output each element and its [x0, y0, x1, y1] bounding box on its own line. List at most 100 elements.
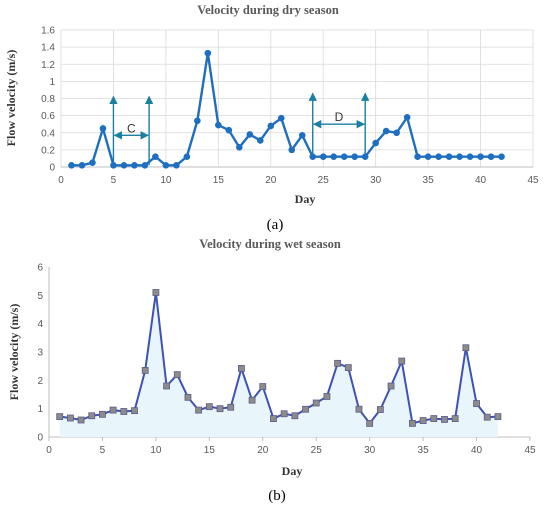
series-area: [59, 292, 498, 437]
chart-a-axes: 0 0.2 0.4 0.6 0.8 1 1.2 1.4 1.6 0 5 10 15 20 25 30 35 40 4…: [41, 26, 539, 187]
data-point: [184, 393, 192, 401]
data-point: [344, 364, 352, 371]
data-point: [56, 413, 64, 421]
data-point: [225, 126, 233, 134]
data-point: [236, 144, 243, 151]
data-point: [487, 153, 495, 161]
y-tick-label: 1.6: [41, 26, 55, 37]
data-point: [120, 161, 128, 169]
chart-a-xlabel: Day: [295, 192, 316, 206]
data-point: [204, 49, 212, 57]
annotation-label: C: [127, 121, 136, 135]
data-point: [89, 159, 96, 167]
chart-a-annotations: CD: [109, 92, 370, 166]
x-tick-label: 20: [265, 175, 277, 186]
x-tick-label: 10: [160, 175, 172, 186]
data-point: [110, 161, 117, 169]
data-point: [361, 153, 369, 161]
x-tick-label: 15: [213, 175, 225, 186]
x-tick-label: 45: [524, 445, 536, 456]
data-point: [351, 153, 358, 161]
data-point: [99, 410, 106, 418]
data-point: [393, 129, 400, 137]
data-point: [131, 407, 138, 415]
data-point: [445, 153, 453, 161]
y-tick-label: 0.8: [41, 94, 55, 105]
data-point: [152, 153, 159, 161]
chart-b-title: Velocity during wet season: [199, 237, 341, 251]
data-point: [237, 365, 245, 372]
data-point: [256, 137, 264, 144]
x-tick-label: 35: [418, 445, 430, 456]
data-point: [120, 408, 128, 415]
data-point: [152, 289, 160, 296]
x-tick-label: 35: [423, 175, 435, 186]
chart-b-series: [56, 289, 502, 437]
y-tick-label: 0.2: [41, 145, 55, 156]
data-point: [312, 399, 320, 407]
data-point: [494, 413, 502, 421]
data-point: [195, 406, 203, 414]
data-point: [309, 153, 317, 161]
data-point: [387, 382, 395, 390]
y-tick-label: 6: [37, 263, 43, 274]
data-point: [227, 403, 235, 411]
data-point: [466, 153, 474, 161]
data-point: [323, 393, 331, 400]
data-point: [77, 416, 85, 424]
data-point: [173, 161, 180, 169]
x-tick-label: 30: [370, 175, 382, 186]
y-tick-label: 0.4: [41, 128, 55, 139]
data-point: [456, 153, 463, 161]
chart-a-title: Velocity during dry season: [197, 3, 339, 17]
data-point: [141, 367, 149, 374]
x-tick-label: 5: [100, 445, 106, 456]
x-tick-label: 40: [475, 175, 487, 186]
data-point: [441, 416, 448, 423]
x-tick-label: 5: [111, 175, 117, 186]
data-point: [270, 415, 277, 422]
data-point: [259, 383, 267, 390]
data-point: [277, 114, 285, 122]
y-tick-label: 2: [37, 376, 43, 387]
chart-a-grid: [60, 29, 534, 168]
data-point: [414, 153, 421, 161]
x-tick-label: 40: [471, 445, 483, 456]
data-point: [141, 161, 149, 169]
data-point: [205, 403, 213, 411]
data-point: [215, 121, 222, 129]
y-tick-label: 1.2: [41, 60, 55, 71]
annotation-label: D: [335, 110, 344, 124]
x-tick-label: 45: [527, 175, 539, 186]
data-point: [473, 400, 480, 407]
data-point: [298, 132, 306, 139]
y-tick-label: 1.4: [41, 43, 55, 54]
data-point: [248, 396, 256, 404]
data-point: [131, 161, 138, 169]
chart-b-xlabel: Day: [282, 464, 303, 478]
data-point: [162, 161, 170, 169]
data-point: [163, 382, 170, 390]
data-point: [109, 406, 117, 414]
data-point: [173, 371, 181, 379]
data-point: [246, 131, 254, 138]
chart-a-ylabel: Flow velocity (m/s): [4, 50, 18, 147]
data-point: [409, 419, 416, 427]
data-point: [340, 153, 348, 161]
x-tick-label: 10: [150, 445, 162, 456]
data-point: [477, 153, 484, 161]
data-point: [302, 405, 309, 413]
data-point: [291, 412, 299, 420]
data-point: [366, 419, 374, 427]
data-point: [462, 344, 470, 352]
data-point: [334, 359, 342, 367]
data-point: [372, 139, 379, 147]
series-line: [71, 52, 502, 167]
y-tick-label: 5: [37, 291, 43, 302]
data-point: [319, 153, 327, 161]
data-point: [330, 153, 338, 161]
y-tick-label: 3: [37, 348, 43, 359]
data-point: [376, 406, 384, 413]
data-point: [183, 153, 191, 161]
